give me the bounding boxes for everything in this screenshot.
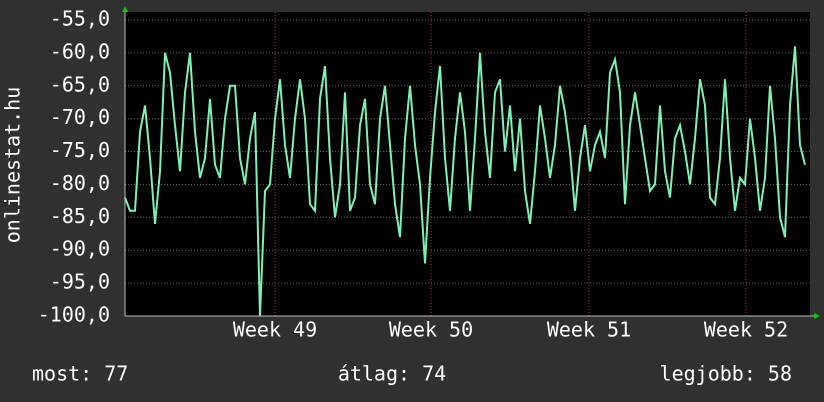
y-tick-label: -85,0 (50, 204, 110, 228)
y-tick-label: -60,0 (50, 39, 110, 63)
x-tick-label: Week 50 (389, 318, 473, 342)
footer-best: legjobb: 58 (660, 362, 792, 386)
y-axis-label: onlinestat.hu (1, 87, 25, 244)
x-tick-label: Week 49 (233, 318, 317, 342)
x-tick-label: Week 52 (704, 318, 788, 342)
data-line (124, 46, 806, 317)
y-tick-label: -95,0 (50, 270, 110, 294)
y-tick-label: -90,0 (50, 237, 110, 261)
footer-current: most: 77 (32, 362, 128, 386)
y-tick-label: -80,0 (50, 171, 110, 195)
y-arrow (122, 6, 128, 12)
x-tick-label: Week 51 (547, 318, 631, 342)
x-arrow (814, 313, 820, 319)
y-tick-label: -75,0 (50, 138, 110, 162)
footer-average: átlag: 74 (338, 362, 446, 386)
y-tick-label: -55,0 (50, 7, 110, 31)
y-tick-label: -70,0 (50, 105, 110, 129)
y-tick-label: -100,0 (38, 303, 110, 327)
y-tick-label: -65,0 (50, 72, 110, 96)
